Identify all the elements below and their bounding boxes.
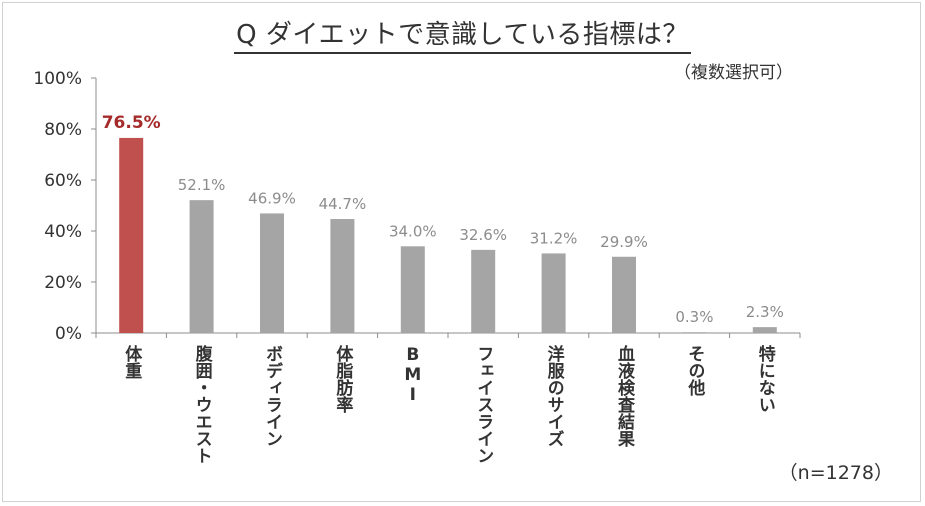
data-label: 29.9% (600, 233, 648, 251)
data-label: 46.9% (248, 189, 296, 207)
category-label: 血液検査結果 (614, 345, 634, 447)
y-tick-label: 60% (44, 171, 82, 191)
data-label: 34.0% (389, 222, 437, 240)
bar (612, 256, 636, 333)
data-label: 2.3% (746, 303, 784, 321)
y-tick-label: 20% (44, 273, 82, 293)
y-tick-label: 0% (55, 324, 82, 344)
category-label: 腹囲・ウエスト (191, 345, 212, 464)
sample-size-note: （n=1278） (778, 462, 893, 484)
bar (119, 137, 144, 333)
bar (471, 249, 496, 333)
category-label: 洋服のサイズ (543, 345, 564, 447)
y-tick-label: 80% (44, 120, 82, 140)
data-label: 32.6% (459, 226, 507, 244)
y-tick-label: 40% (44, 222, 82, 242)
bar (400, 246, 425, 333)
category-label: ボディライン (262, 345, 282, 447)
data-label: 44.7% (319, 195, 367, 213)
data-label: 31.2% (530, 229, 578, 247)
chart-subtitle: （複数選択可） (674, 63, 793, 83)
category-label: 体重 (121, 345, 142, 379)
bar (189, 200, 214, 333)
category-label: BMI (402, 345, 423, 405)
data-label: 0.3% (675, 308, 713, 326)
bar (752, 327, 777, 333)
category-label: フェイスライン (473, 345, 494, 464)
data-label: 76.5% (102, 113, 161, 133)
chart-title: Q ダイエットで意識している指標は？ (0, 14, 925, 54)
category-label: 体脂肪率 (332, 345, 353, 413)
category-label: 特にない (754, 345, 775, 413)
bar (541, 253, 566, 333)
bar (682, 332, 707, 333)
category-label: その他 (684, 345, 705, 396)
bar (330, 219, 355, 333)
bar (260, 213, 284, 333)
y-tick-label: 100% (33, 69, 82, 89)
data-label: 52.1% (178, 176, 226, 194)
